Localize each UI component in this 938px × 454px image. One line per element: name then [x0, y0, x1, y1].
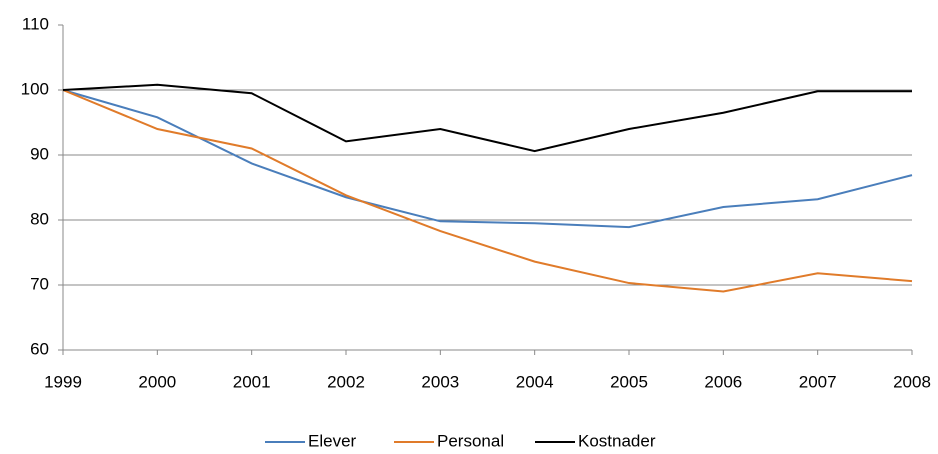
series-line — [62, 89, 913, 229]
y-tick-label: 70 — [30, 274, 49, 293]
x-tick-label: 2004 — [516, 372, 554, 391]
series-line — [62, 83, 912, 153]
x-tick-label: 2007 — [799, 372, 837, 391]
legend-label: Elever — [308, 431, 357, 450]
series-line — [62, 89, 913, 293]
x-tick-label: 1999 — [44, 372, 82, 391]
y-tick-label: 90 — [30, 144, 49, 163]
legend-label: Personal — [437, 431, 504, 450]
y-tick-label: 110 — [22, 14, 49, 33]
y-tick-label: 80 — [30, 209, 49, 228]
x-tick-label: 2000 — [138, 372, 176, 391]
x-tick-label: 2005 — [610, 372, 648, 391]
legend-label: Kostnader — [578, 431, 656, 450]
x-tick-label: 2001 — [233, 372, 271, 391]
y-tick-label: 60 — [30, 339, 49, 358]
x-tick-label: 2008 — [893, 372, 931, 391]
x-tick-label: 2003 — [421, 372, 459, 391]
x-tick-label: 2006 — [704, 372, 742, 391]
y-tick-label: 100 — [21, 79, 49, 98]
x-tick-label: 2002 — [327, 372, 365, 391]
